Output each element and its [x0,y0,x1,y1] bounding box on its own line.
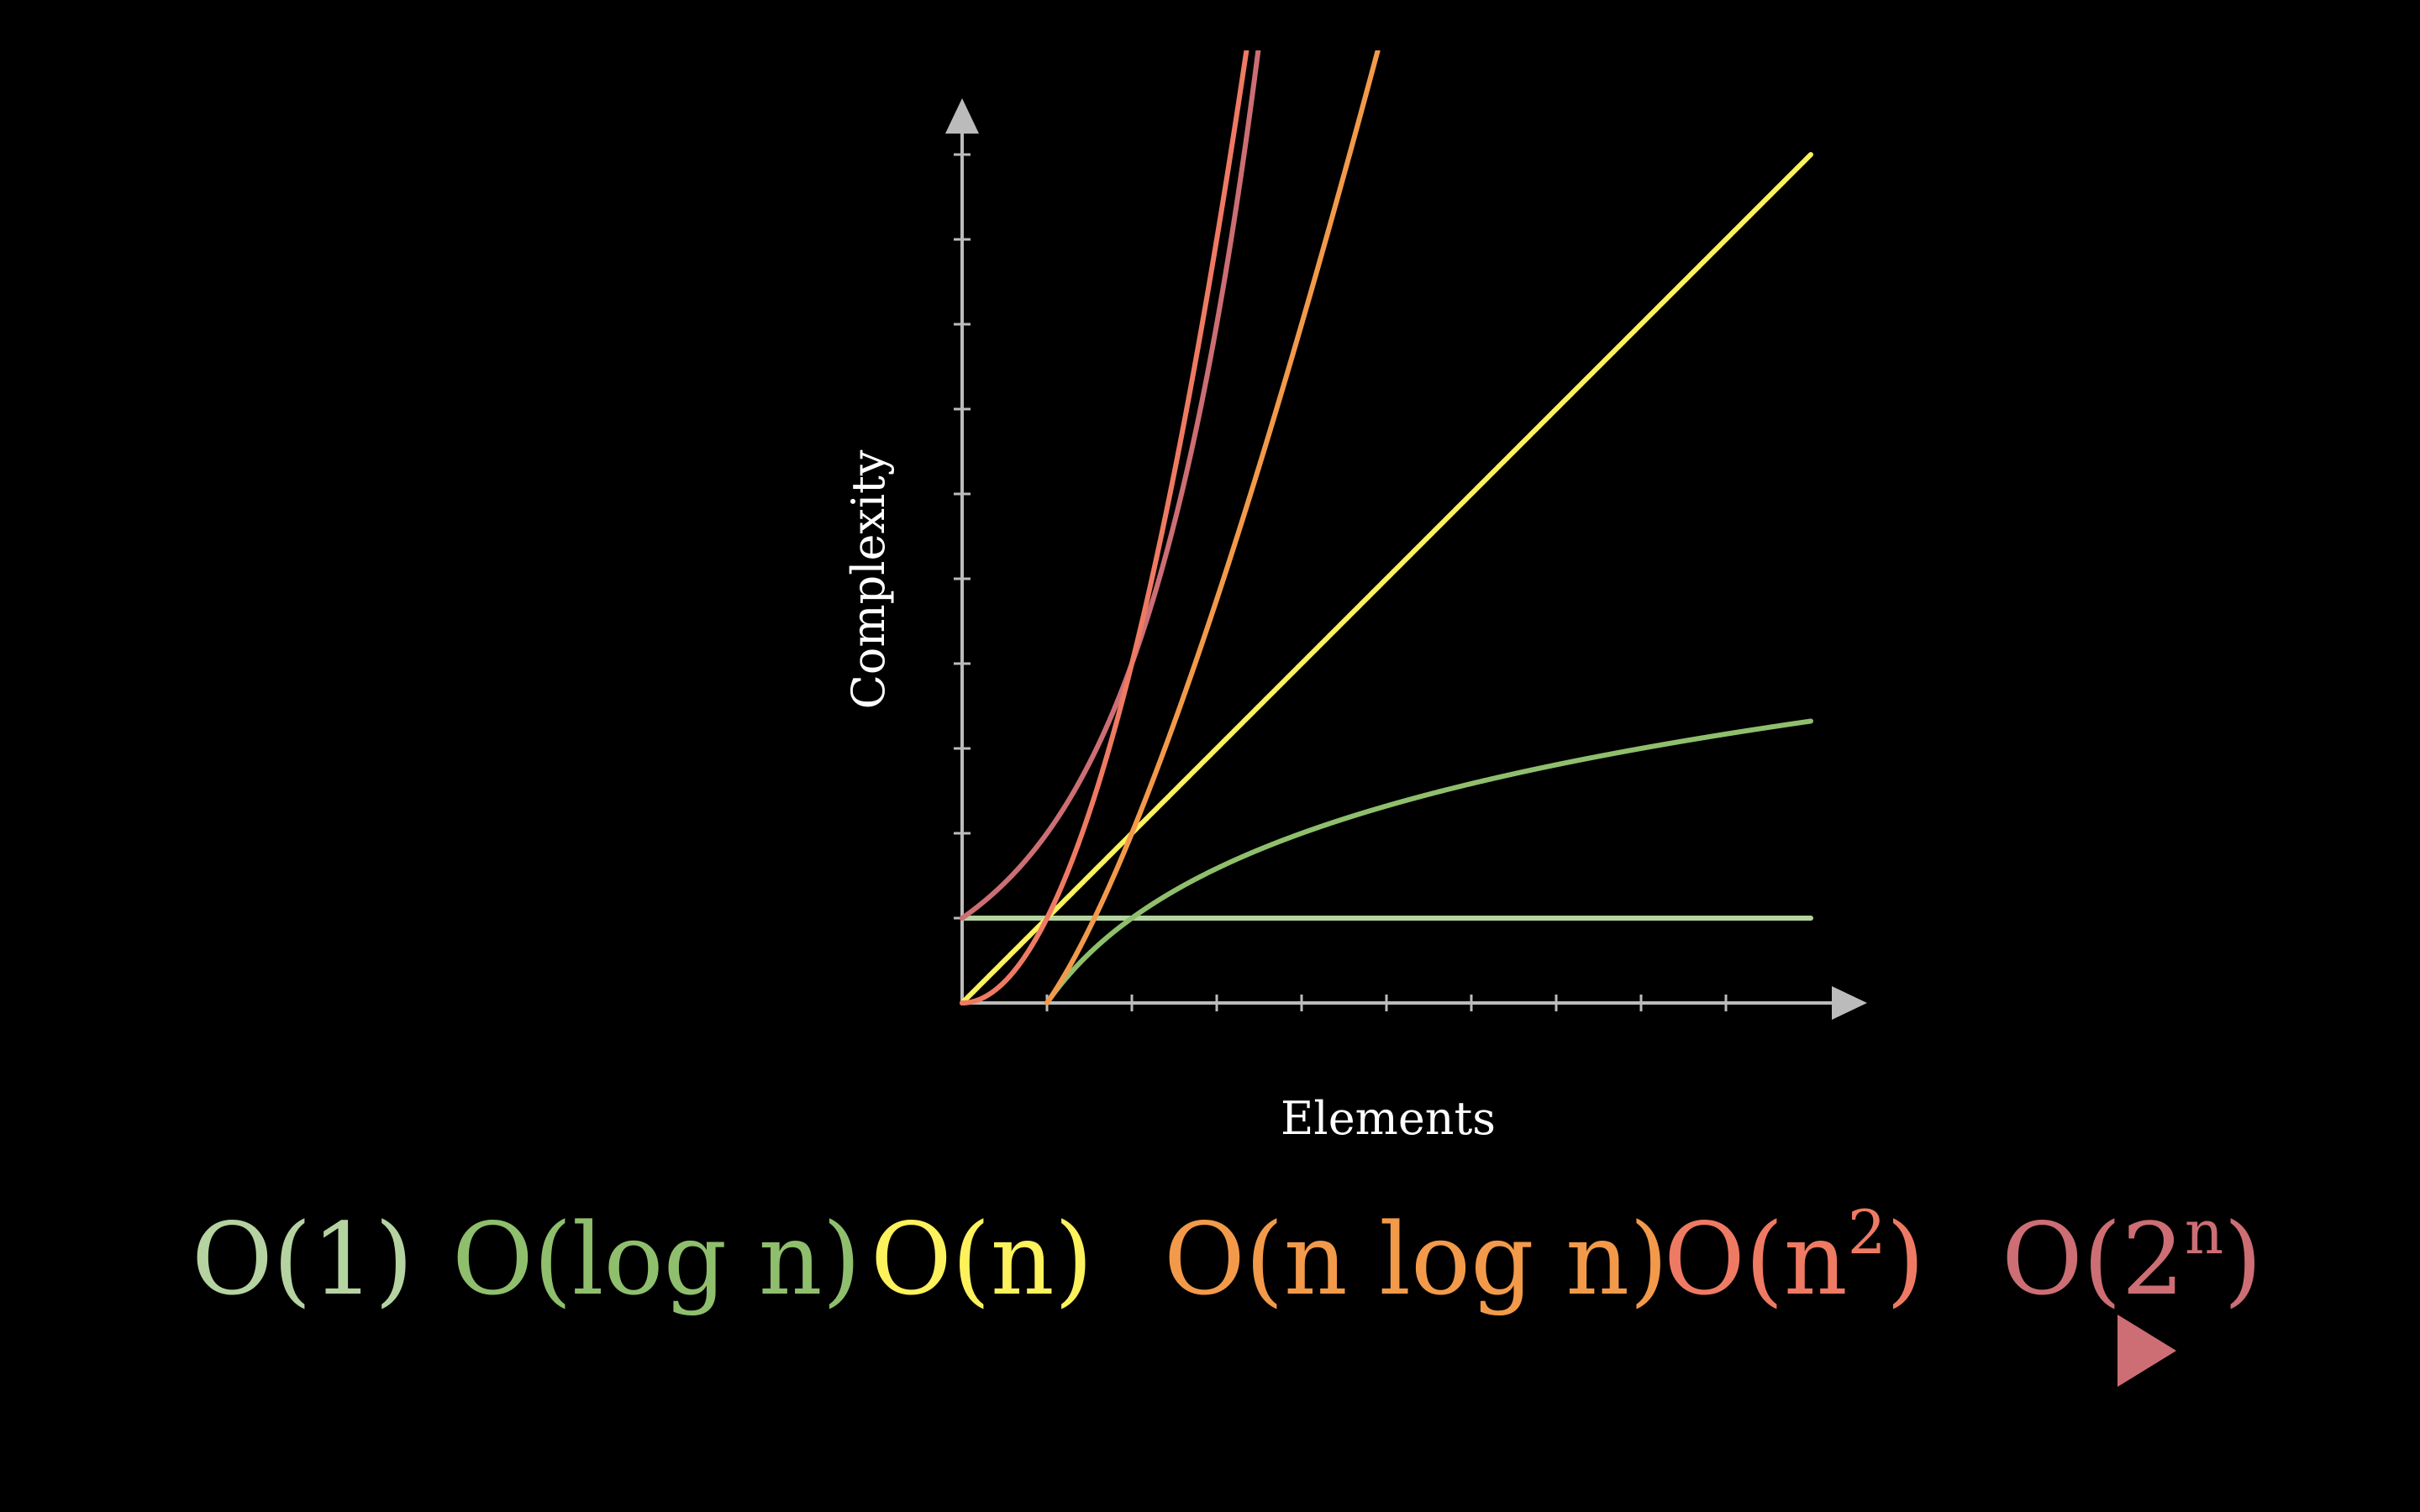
legend-prefix: O( [192,1201,312,1317]
legend-suffix: ) [823,1201,861,1317]
series-line-o-n [960,152,1813,1005]
series-line-o-n-2 [960,50,1249,1005]
series-line-o-n-log-n [1044,50,1381,1005]
growth-arrow-head [2118,1315,2176,1387]
y-axis-label: Complexity [842,449,895,709]
legend-main: 2 [2122,1201,2185,1317]
complexity-legend: O(1) O(log n) O(n) O(n log n)O(n2) O(2n) [192,1197,2262,1317]
legend-prefix: O( [871,1201,991,1317]
legend-item: O(2n) [2002,1197,2262,1317]
legend-suffix: ) [375,1201,413,1317]
legend-item: O(n log n) [1164,1201,1668,1317]
series-line-o-2-n [960,50,1261,921]
legend-prefix: O( [1164,1201,1284,1317]
legend-suffix: ) [1629,1201,1668,1317]
axes [945,98,1867,1020]
legend-main: 1 [312,1201,375,1317]
legend-prefix: O( [452,1201,572,1317]
legend-main: n [1784,1201,1848,1317]
legend-sup: 2 [1848,1197,1886,1268]
x-axis-arrowhead [1832,986,1867,1020]
legend-item: O(log n) [452,1201,861,1317]
legend-item: O(1) [192,1201,413,1317]
series-layer [960,50,1813,1005]
legend-suffix: ) [1055,1201,1093,1317]
legend-sup: n [2185,1197,2223,1268]
series-line-o-log-n [1044,718,1813,1005]
growth-arrow [273,1315,2176,1387]
legend-suffix: ) [2223,1201,2262,1317]
legend-prefix: O( [1664,1201,1784,1317]
legend-main: log n [572,1201,823,1317]
legend-prefix: O( [2002,1201,2122,1317]
y-axis-arrowhead [945,98,979,134]
legend-main: n [991,1201,1055,1317]
legend-item: O(n2) [1664,1197,1925,1317]
legend-item: O(n) [871,1201,1093,1317]
legend-main: n log n [1284,1201,1629,1317]
x-axis-label: Elements [1281,1092,1496,1145]
legend-suffix: ) [1886,1201,1925,1317]
